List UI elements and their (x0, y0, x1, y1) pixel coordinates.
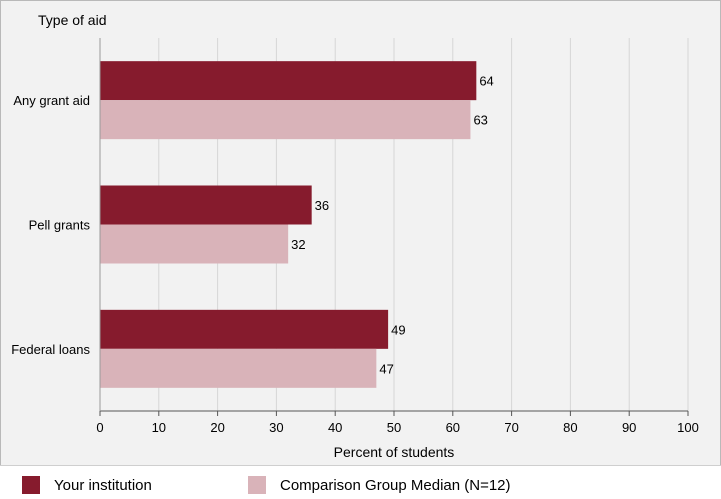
data-label: 36 (315, 198, 329, 213)
data-label: 63 (473, 113, 487, 128)
category-label: Any grant aid (13, 93, 90, 108)
bar-chart: Type of aid 64 63 Any grant aid 36 32 Pell gr… (11, 12, 699, 460)
x-tick-label: 30 (269, 420, 283, 435)
data-label: 49 (391, 322, 405, 337)
legend-item-comparison-group: Comparison Group Median (N=12) (248, 476, 511, 494)
legend: Your institution Comparison Group Median… (0, 465, 721, 499)
bars: 64 63 Any grant aid 36 32 Pell grants 49 47 Fede… (11, 61, 494, 388)
x-tick-label: 10 (152, 420, 166, 435)
bar (100, 224, 289, 264)
data-label: 47 (379, 361, 393, 376)
category-label: Federal loans (11, 342, 90, 357)
data-label: 32 (291, 237, 305, 252)
x-axis-ticks: 0 10 20 30 40 50 60 70 80 90 100 (96, 38, 699, 435)
x-tick-label: 60 (446, 420, 460, 435)
bar (100, 100, 471, 140)
x-tick-label: 80 (563, 420, 577, 435)
legend-swatch-comparison-group (248, 476, 266, 494)
legend-item-your-institution: Your institution (22, 476, 152, 494)
x-axis-title: Percent of students (334, 444, 455, 460)
data-label: 64 (479, 74, 493, 89)
legend-swatch-your-institution (22, 476, 40, 494)
bar (100, 348, 377, 388)
x-tick-label: 40 (328, 420, 342, 435)
legend-label-your-institution: Your institution (54, 476, 152, 494)
x-tick-label: 50 (387, 420, 401, 435)
chart-title: Type of aid (38, 12, 107, 28)
x-tick-label: 0 (96, 420, 103, 435)
bar (100, 185, 312, 225)
category-label: Pell grants (29, 218, 91, 233)
legend-label-comparison-group: Comparison Group Median (N=12) (280, 476, 511, 494)
x-tick-label: 20 (210, 420, 224, 435)
bar (100, 309, 389, 349)
x-tick-label: 90 (622, 420, 636, 435)
bar (100, 61, 477, 101)
x-tick-label: 100 (677, 420, 699, 435)
x-tick-label: 70 (504, 420, 518, 435)
